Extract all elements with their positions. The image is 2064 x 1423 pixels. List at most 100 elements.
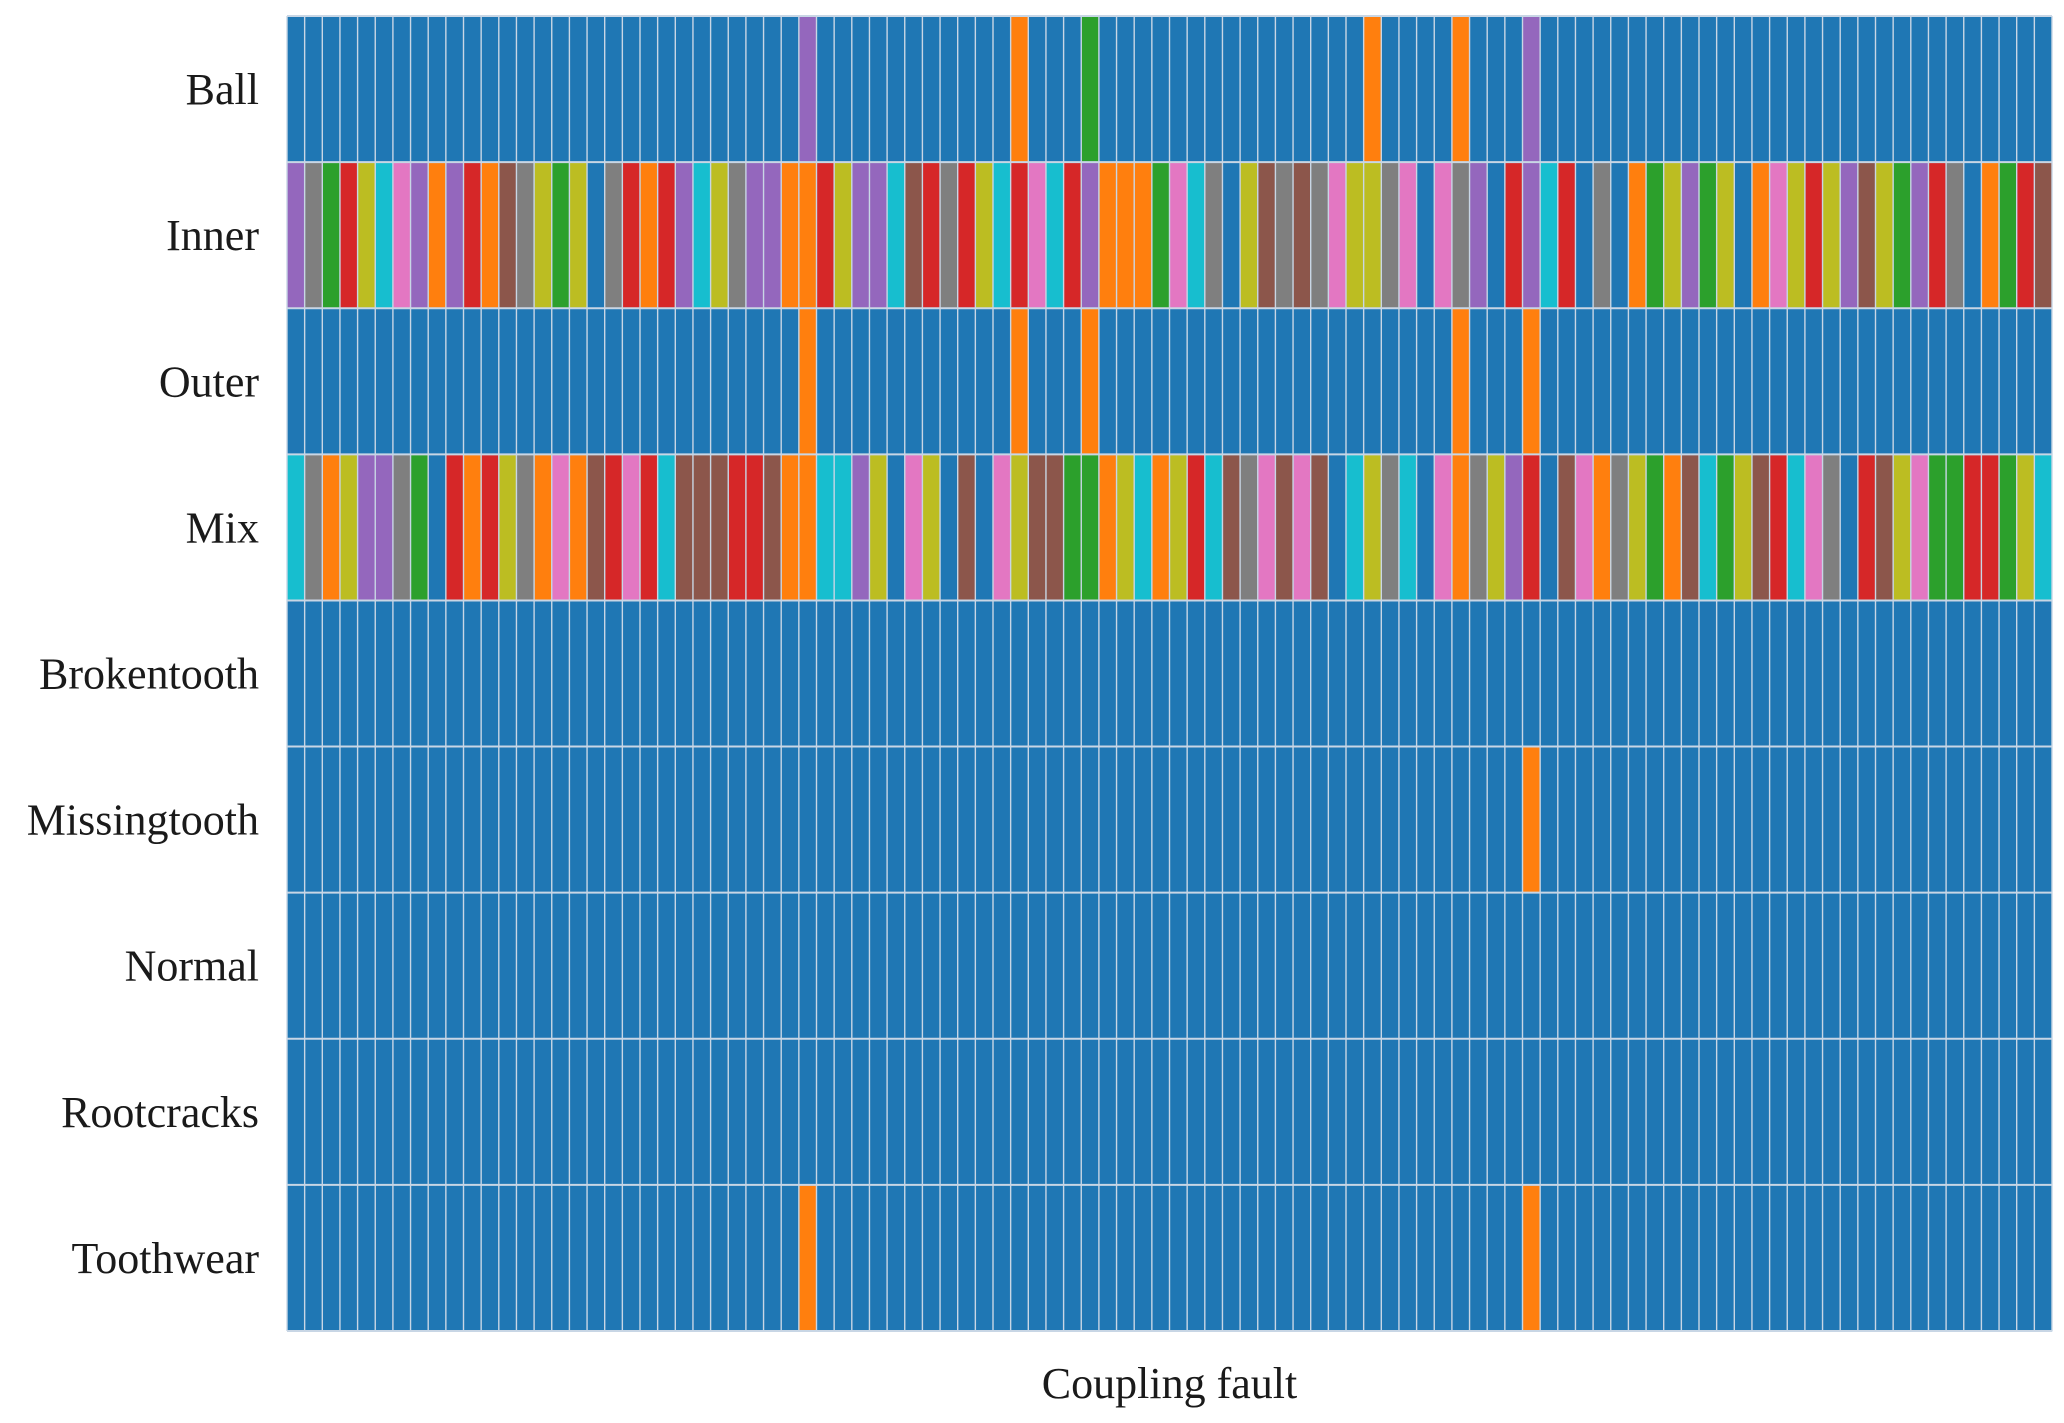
heatmap-cell [1928,746,1947,893]
heatmap-cell [1240,454,1259,601]
heatmap-cell [940,1184,958,1332]
row-label: Mix [186,503,259,552]
heatmap-cell [1840,746,1859,893]
heatmap-cell [1398,454,1417,601]
heatmap-cell [1381,308,1400,455]
heatmap-cell [392,746,411,893]
heatmap-cell [392,1184,411,1332]
heatmap-cell [1610,892,1629,1040]
heatmap-cell [1451,600,1470,747]
heatmap-cell [1257,1184,1276,1332]
heatmap-cell [1363,1184,1382,1332]
heatmap-cell [904,1184,923,1332]
heatmap-cell [781,892,800,1040]
heatmap-cell [1946,308,1965,455]
heatmap-cell [781,746,800,893]
heatmap-cell [481,16,500,163]
heatmap-cell [1804,746,1823,893]
heatmap-cell [816,1184,835,1332]
heatmap-cell [1610,600,1629,747]
heatmap-cell [1769,162,1788,309]
heatmap-cell [1628,600,1647,747]
heatmap-cell [816,892,835,1040]
heatmap-cell [1504,1038,1523,1186]
heatmap-cell [498,308,517,455]
heatmap-cell [322,16,341,163]
heatmap-cell [851,16,870,163]
heatmap-cell [1822,746,1841,893]
heatmap-cell [710,746,729,893]
heatmap-cell [1028,1184,1047,1332]
heatmap-cell [1910,308,1929,455]
heatmap-cell [1734,308,1753,455]
heatmap-cell [287,308,305,455]
heatmap-cell [1434,16,1453,163]
heatmap-cell [1804,892,1823,1040]
heatmap-cell [1910,1184,1929,1332]
heatmap-cell [904,892,923,1040]
heatmap-cell [904,308,923,455]
heatmap-cell [534,746,553,893]
heatmap-cell [887,746,906,893]
heatmap-cell [922,600,941,747]
heatmap-cell [1699,162,1717,309]
heatmap-cell [1257,454,1276,601]
heatmap-cell [1363,746,1382,893]
heatmap-cell [1240,162,1259,309]
heatmap-cell [604,600,623,747]
heatmap-cell [1063,16,1082,163]
heatmap-cell [1804,162,1823,309]
heatmap-cells [287,16,2053,1332]
heatmap-cell [357,16,376,163]
heatmap-cell [463,746,482,893]
heatmap-cell [339,162,358,309]
heatmap-cell [1628,1184,1647,1332]
heatmap-cell [1434,454,1453,601]
heatmap-cell [322,600,341,747]
heatmap-cell [2034,600,2053,747]
heatmap-cell [1116,16,1135,163]
heatmap-cell [1910,600,1929,747]
heatmap-cell [604,454,623,601]
heatmap-cell [410,1184,429,1332]
heatmap-cell [392,16,411,163]
heatmap-cell [1928,454,1947,601]
heatmap-cell [1416,454,1435,601]
heatmap-cell [1593,308,1612,455]
heatmap-cell [2016,892,2035,1040]
heatmap-cell [1999,746,2017,893]
heatmap-cell [516,892,535,1040]
heatmap-cell [481,454,500,601]
heatmap-cell [887,16,906,163]
heatmap-cell [1028,600,1047,747]
heatmap-cell [869,1184,888,1332]
heatmap-cell [1963,308,1982,455]
heatmap-cell [1187,1184,1206,1332]
heatmap-cell [1963,454,1982,601]
heatmap-cell [1981,308,2000,455]
heatmap-cell [1187,308,1206,455]
heatmap-cell [1893,892,1912,1040]
heatmap-cell [1787,16,1806,163]
heatmap-cell [1840,1038,1859,1186]
heatmap-cell [622,454,641,601]
heatmap-cell [410,308,429,455]
heatmap-cell [428,600,447,747]
heatmap-cell [1469,16,1488,163]
heatmap-cell [1098,1184,1117,1332]
heatmap-cell [1381,162,1400,309]
heatmap-cell [1010,454,1029,601]
heatmap-cell [1822,600,1841,747]
heatmap-cell [604,1038,623,1186]
heatmap-cell [1063,162,1082,309]
heatmap-cell [375,454,394,601]
heatmap-cell [1663,1038,1682,1186]
heatmap-cell [657,746,676,893]
heatmap-cell [1116,600,1135,747]
heatmap-cell [534,454,553,601]
heatmap-cell [1204,746,1223,893]
heatmap-cell [798,892,817,1040]
heatmap-cell [1028,746,1047,893]
heatmap-cell [287,162,305,309]
heatmap-cell [1028,454,1047,601]
